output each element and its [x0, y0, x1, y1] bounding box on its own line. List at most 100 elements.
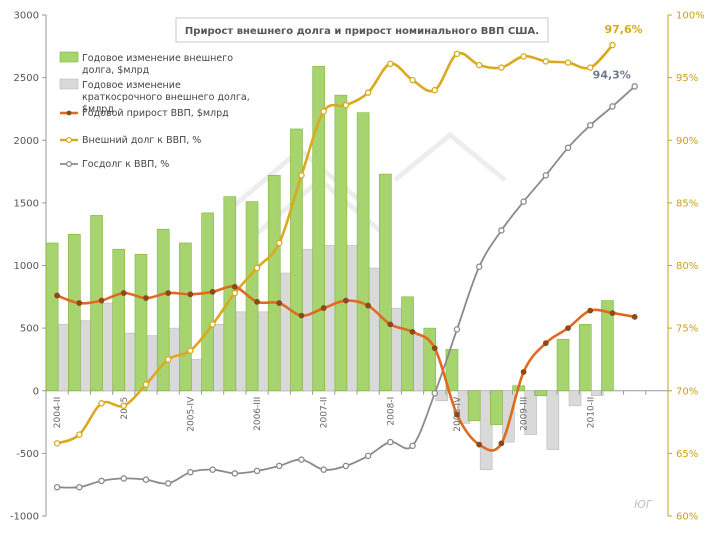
external-debt-to-gdp-point [431, 86, 438, 94]
legend-label: Годовое изменение внешнего долга, $млрд [82, 53, 233, 76]
external-debt-end-label: 97,6% [604, 23, 642, 36]
external-debt-to-gdp-point [98, 400, 105, 407]
external-debt-to-gdp-point [364, 89, 372, 96]
gov-debt-point [631, 83, 638, 90]
gov-debt-point [564, 144, 572, 152]
external-debt-to-gdp-point [564, 59, 572, 66]
gov-debt-point [53, 483, 61, 491]
legend-label: Годовой прирост ВВП, $млрд [82, 108, 229, 119]
legend-marker-gdp-growth [66, 110, 72, 116]
x-tick-label: 2004-II [53, 397, 63, 428]
gov-debt-point [164, 480, 172, 487]
gov-debt-point [120, 475, 128, 482]
gdp-growth-point [631, 313, 638, 320]
bar-external-debt-change [267, 175, 281, 392]
external-debt-to-gdp-point [298, 172, 305, 179]
external-debt-to-gdp-point [275, 239, 283, 247]
bar-external-debt-change [201, 212, 214, 392]
x-tick-label: 2008-I [386, 397, 396, 426]
y-right-tick-label: 65% [676, 449, 698, 460]
y-left-tick-label: -500 [16, 449, 39, 460]
gov-debt-point [98, 477, 105, 485]
gdp-growth-point [365, 302, 372, 309]
y-right-tick-label: 95% [676, 73, 698, 84]
gdp-growth-point [120, 290, 127, 296]
external-debt-to-gdp-point [453, 50, 461, 58]
external-debt-to-gdp-point [142, 381, 150, 388]
external-debt-to-gdp-point [475, 61, 483, 69]
gov-debt-point [298, 456, 305, 463]
y-left-tick-label: -1000 [10, 512, 39, 523]
bar-external-debt-change [179, 242, 192, 392]
external-debt-to-gdp-point [76, 431, 83, 438]
gov-debt-point [587, 121, 594, 129]
gdp-growth-point [454, 411, 460, 418]
gdp-growth-point [542, 340, 549, 347]
gdp-growth-point [409, 328, 416, 335]
external-debt-to-gdp-point [498, 64, 505, 71]
bar-short-term-debt [524, 390, 537, 435]
gdp-growth-point [587, 307, 594, 314]
bar-external-debt-change [156, 228, 170, 392]
legend-marker-external-debt-to-gdp [65, 137, 72, 144]
bar-external-debt-change [334, 94, 348, 392]
title-box [175, 17, 549, 43]
external-debt-to-gdp-point [120, 402, 128, 410]
y-right-tick-label: 90% [676, 136, 698, 147]
bar-short-term-debt [568, 390, 582, 407]
gov-debt-point [231, 470, 239, 477]
x-tick-label: 2007-II [320, 397, 330, 428]
watermark-text: ЮГ [634, 498, 653, 511]
y-left-tick-label: 500 [20, 324, 39, 335]
gov-debt-point [387, 438, 394, 446]
y-right-tick-label: 60% [676, 512, 698, 523]
y-left-tick-label: 2000 [14, 136, 39, 147]
gdp-growth-point [54, 292, 61, 299]
gdp-growth-point [609, 310, 616, 316]
y-left-tick-label: 1000 [14, 261, 39, 272]
gov-debt-point [520, 198, 527, 205]
external-debt-to-gdp-point [542, 58, 550, 65]
gdp-growth-point [476, 441, 483, 448]
external-debt-to-gdp-point [387, 60, 394, 68]
external-debt-to-gdp-point [187, 347, 194, 354]
external-debt-to-gdp-point [164, 356, 172, 363]
x-tick-label: 2005-IV [186, 396, 196, 432]
gdp-growth-point [387, 321, 394, 328]
gdp-growth-point [76, 300, 83, 306]
gdp-growth-point [143, 295, 149, 301]
external-debt-to-gdp-point [609, 41, 616, 49]
y-left-tick-label: 0 [33, 386, 39, 397]
gov-debt-point [209, 466, 216, 473]
gov-debt-end-label: 94,3% [593, 68, 631, 81]
gdp-growth-point [165, 290, 172, 296]
external-debt-to-gdp-point [209, 321, 216, 328]
y-left-tick-label: 3000 [14, 11, 39, 22]
gov-debt-point [475, 263, 483, 271]
bar-external-debt-change [401, 296, 414, 392]
bar-external-debt-change [379, 173, 392, 392]
bar-external-debt-change [45, 242, 59, 392]
external-debt-to-gdp-point [587, 64, 594, 71]
external-debt-to-gdp-point [320, 108, 327, 115]
bar-short-term-debt [590, 390, 604, 397]
gov-debt-point [142, 476, 150, 483]
legend-swatch-external-debt-change [59, 51, 79, 63]
gdp-growth-point [520, 369, 527, 375]
gov-debt-point [364, 452, 372, 460]
y-left-tick-label: 2500 [14, 73, 39, 84]
legend-marker-gov-debt [65, 161, 72, 168]
external-debt-to-gdp-point [53, 440, 61, 447]
gdp-growth-point [209, 288, 216, 295]
bar-external-debt-change [112, 248, 126, 392]
gov-debt-point [542, 172, 550, 179]
gov-debt-point [609, 103, 616, 110]
bar-external-debt-change [467, 390, 481, 422]
bar-external-debt-change [134, 253, 148, 392]
bar-external-debt-change [290, 128, 303, 392]
bar-external-debt-change [68, 233, 81, 392]
external-debt-to-gdp-point [342, 101, 350, 109]
external-debt-to-gdp-point [409, 76, 416, 84]
y-right-tick-label: 75% [676, 324, 698, 335]
